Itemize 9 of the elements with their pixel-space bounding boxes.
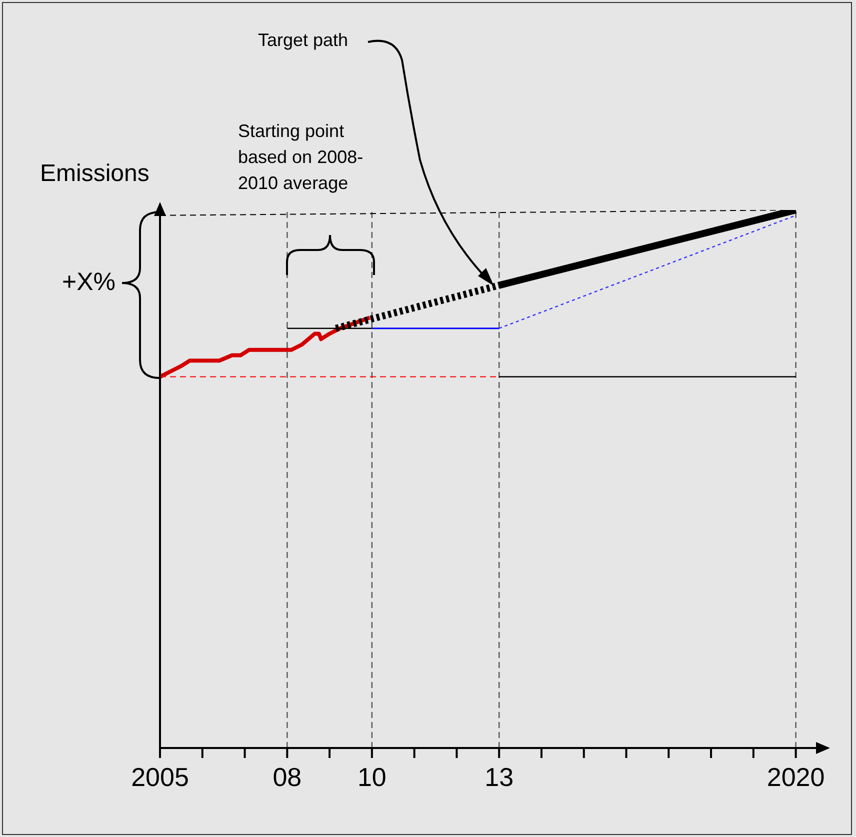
x-tick-label: 08 xyxy=(272,762,302,792)
x-tick-label: 2020 xyxy=(766,762,825,792)
text: Target path xyxy=(258,30,348,51)
x-tick-label: 10 xyxy=(357,762,386,792)
text: Starting point based on 2008-2010 average xyxy=(238,120,364,195)
text: +X% xyxy=(62,268,116,297)
x-tick-label: 13 xyxy=(484,762,514,792)
x-tick-label: 2005 xyxy=(131,762,189,792)
y-axis-title: Emissions xyxy=(40,160,150,188)
